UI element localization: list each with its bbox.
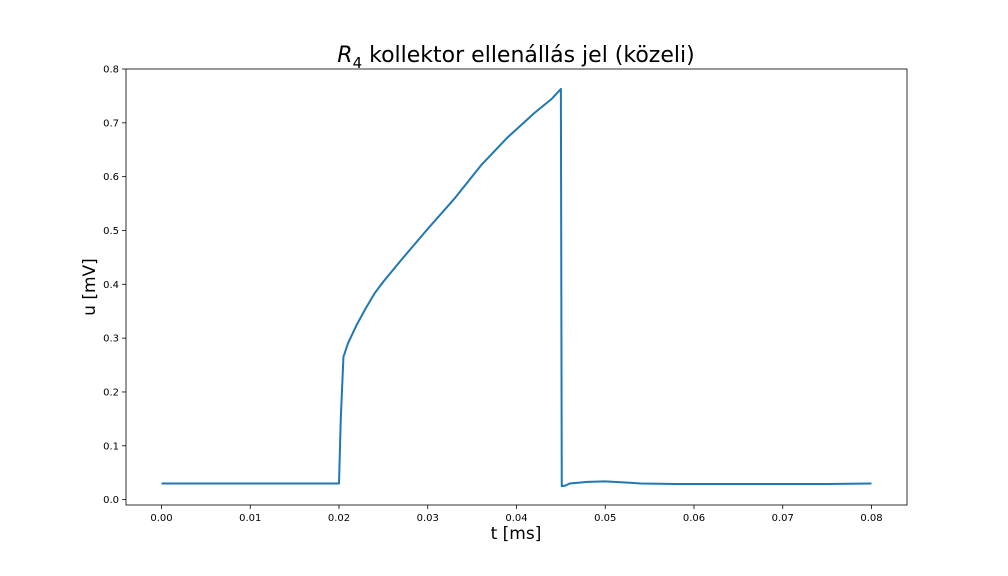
series-line-0 bbox=[161, 87, 872, 488]
y-axis: 0.0 0.1 0.2 0.3 0.4 0.5 0.6 0.7 0.8 bbox=[103, 65, 126, 506]
x-tick-label: 0.01 bbox=[239, 513, 261, 524]
chart-title-symbol: R bbox=[337, 43, 352, 68]
x-axis-label: t [ms] bbox=[491, 524, 542, 544]
chart-title-subscript: 4 bbox=[353, 54, 363, 72]
y-tick-label: 0.4 bbox=[103, 280, 119, 291]
y-tick-label: 0.0 bbox=[103, 495, 119, 506]
x-tick-label: 0.07 bbox=[772, 513, 794, 524]
x-tick-label: 0.03 bbox=[417, 513, 439, 524]
y-tick-label: 0.7 bbox=[103, 118, 119, 129]
x-tick-label: 0.05 bbox=[594, 513, 616, 524]
y-tick-label: 0.2 bbox=[103, 387, 119, 398]
x-tick-label: 0.04 bbox=[505, 513, 527, 524]
y-axis-label: u [mV] bbox=[80, 258, 100, 316]
plot-area bbox=[125, 68, 908, 506]
x-tick-label: 0.06 bbox=[683, 513, 705, 524]
y-tick-label: 0.3 bbox=[103, 334, 119, 345]
y-tick-label: 0.1 bbox=[103, 441, 119, 452]
plot-frame bbox=[125, 68, 908, 506]
y-tick-label: 0.8 bbox=[103, 65, 119, 76]
x-tick-label: 0.02 bbox=[328, 513, 350, 524]
chart-title: R4 kollektor ellenállás jel (közeli) bbox=[337, 43, 694, 72]
x-tick-label: 0.08 bbox=[860, 513, 882, 524]
chart-title-text: kollektor ellenállás jel (közeli) bbox=[362, 43, 695, 68]
x-axis: 0.00 0.01 0.02 0.03 0.04 0.05 0.06 0.07 0.08 bbox=[150, 505, 883, 524]
x-tick-label: 0.00 bbox=[150, 513, 172, 524]
y-tick-label: 0.6 bbox=[103, 172, 119, 183]
y-tick-label: 0.5 bbox=[103, 226, 119, 237]
